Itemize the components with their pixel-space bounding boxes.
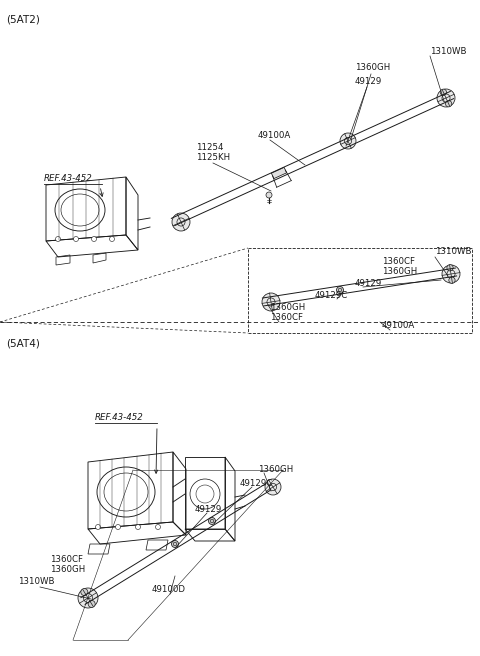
Text: 1360GH: 1360GH	[50, 565, 85, 575]
Circle shape	[440, 89, 446, 95]
Text: 1360CF: 1360CF	[382, 256, 415, 266]
Circle shape	[109, 237, 115, 241]
Text: 49129: 49129	[195, 504, 222, 514]
Circle shape	[437, 89, 455, 107]
Text: 1310WB: 1310WB	[430, 47, 467, 56]
Text: 1360GH: 1360GH	[382, 266, 417, 276]
Text: 49129C: 49129C	[315, 291, 348, 300]
Circle shape	[116, 525, 120, 529]
Text: 49129C: 49129C	[240, 478, 273, 487]
Text: 1360GH: 1360GH	[258, 464, 293, 474]
Text: REF.43-452: REF.43-452	[95, 413, 144, 422]
Circle shape	[208, 518, 216, 525]
Circle shape	[81, 588, 88, 596]
Circle shape	[96, 525, 100, 529]
Circle shape	[156, 525, 160, 529]
Text: 1360GH: 1360GH	[270, 304, 305, 312]
Circle shape	[336, 287, 344, 293]
Circle shape	[445, 100, 452, 107]
Text: REF.43-452: REF.43-452	[44, 174, 93, 183]
Circle shape	[56, 237, 60, 241]
Text: 1310WB: 1310WB	[435, 247, 471, 256]
Text: 1360GH: 1360GH	[355, 64, 390, 73]
Text: 1360CF: 1360CF	[50, 556, 83, 565]
Circle shape	[78, 588, 98, 608]
Text: 1360CF: 1360CF	[270, 314, 303, 323]
Circle shape	[449, 277, 455, 283]
Text: 49100A: 49100A	[258, 131, 291, 140]
Circle shape	[92, 237, 96, 241]
Text: 49100D: 49100D	[152, 586, 186, 594]
Text: 1310WB: 1310WB	[18, 577, 55, 586]
Circle shape	[266, 192, 272, 198]
Circle shape	[172, 213, 190, 231]
Circle shape	[88, 600, 95, 607]
Text: 49100A: 49100A	[382, 321, 415, 331]
Circle shape	[73, 237, 79, 241]
Text: 1125KH: 1125KH	[196, 154, 230, 163]
Text: 49129: 49129	[355, 77, 382, 87]
Circle shape	[265, 479, 281, 495]
Text: 11254: 11254	[196, 144, 224, 152]
Circle shape	[262, 293, 280, 311]
Circle shape	[340, 133, 356, 149]
Text: (5AT4): (5AT4)	[6, 338, 40, 348]
Text: (5AT2): (5AT2)	[6, 14, 40, 24]
Text: 49129: 49129	[355, 279, 382, 287]
Polygon shape	[271, 167, 287, 178]
Circle shape	[135, 525, 141, 529]
Circle shape	[442, 265, 460, 283]
Circle shape	[171, 541, 179, 548]
Circle shape	[447, 264, 453, 271]
